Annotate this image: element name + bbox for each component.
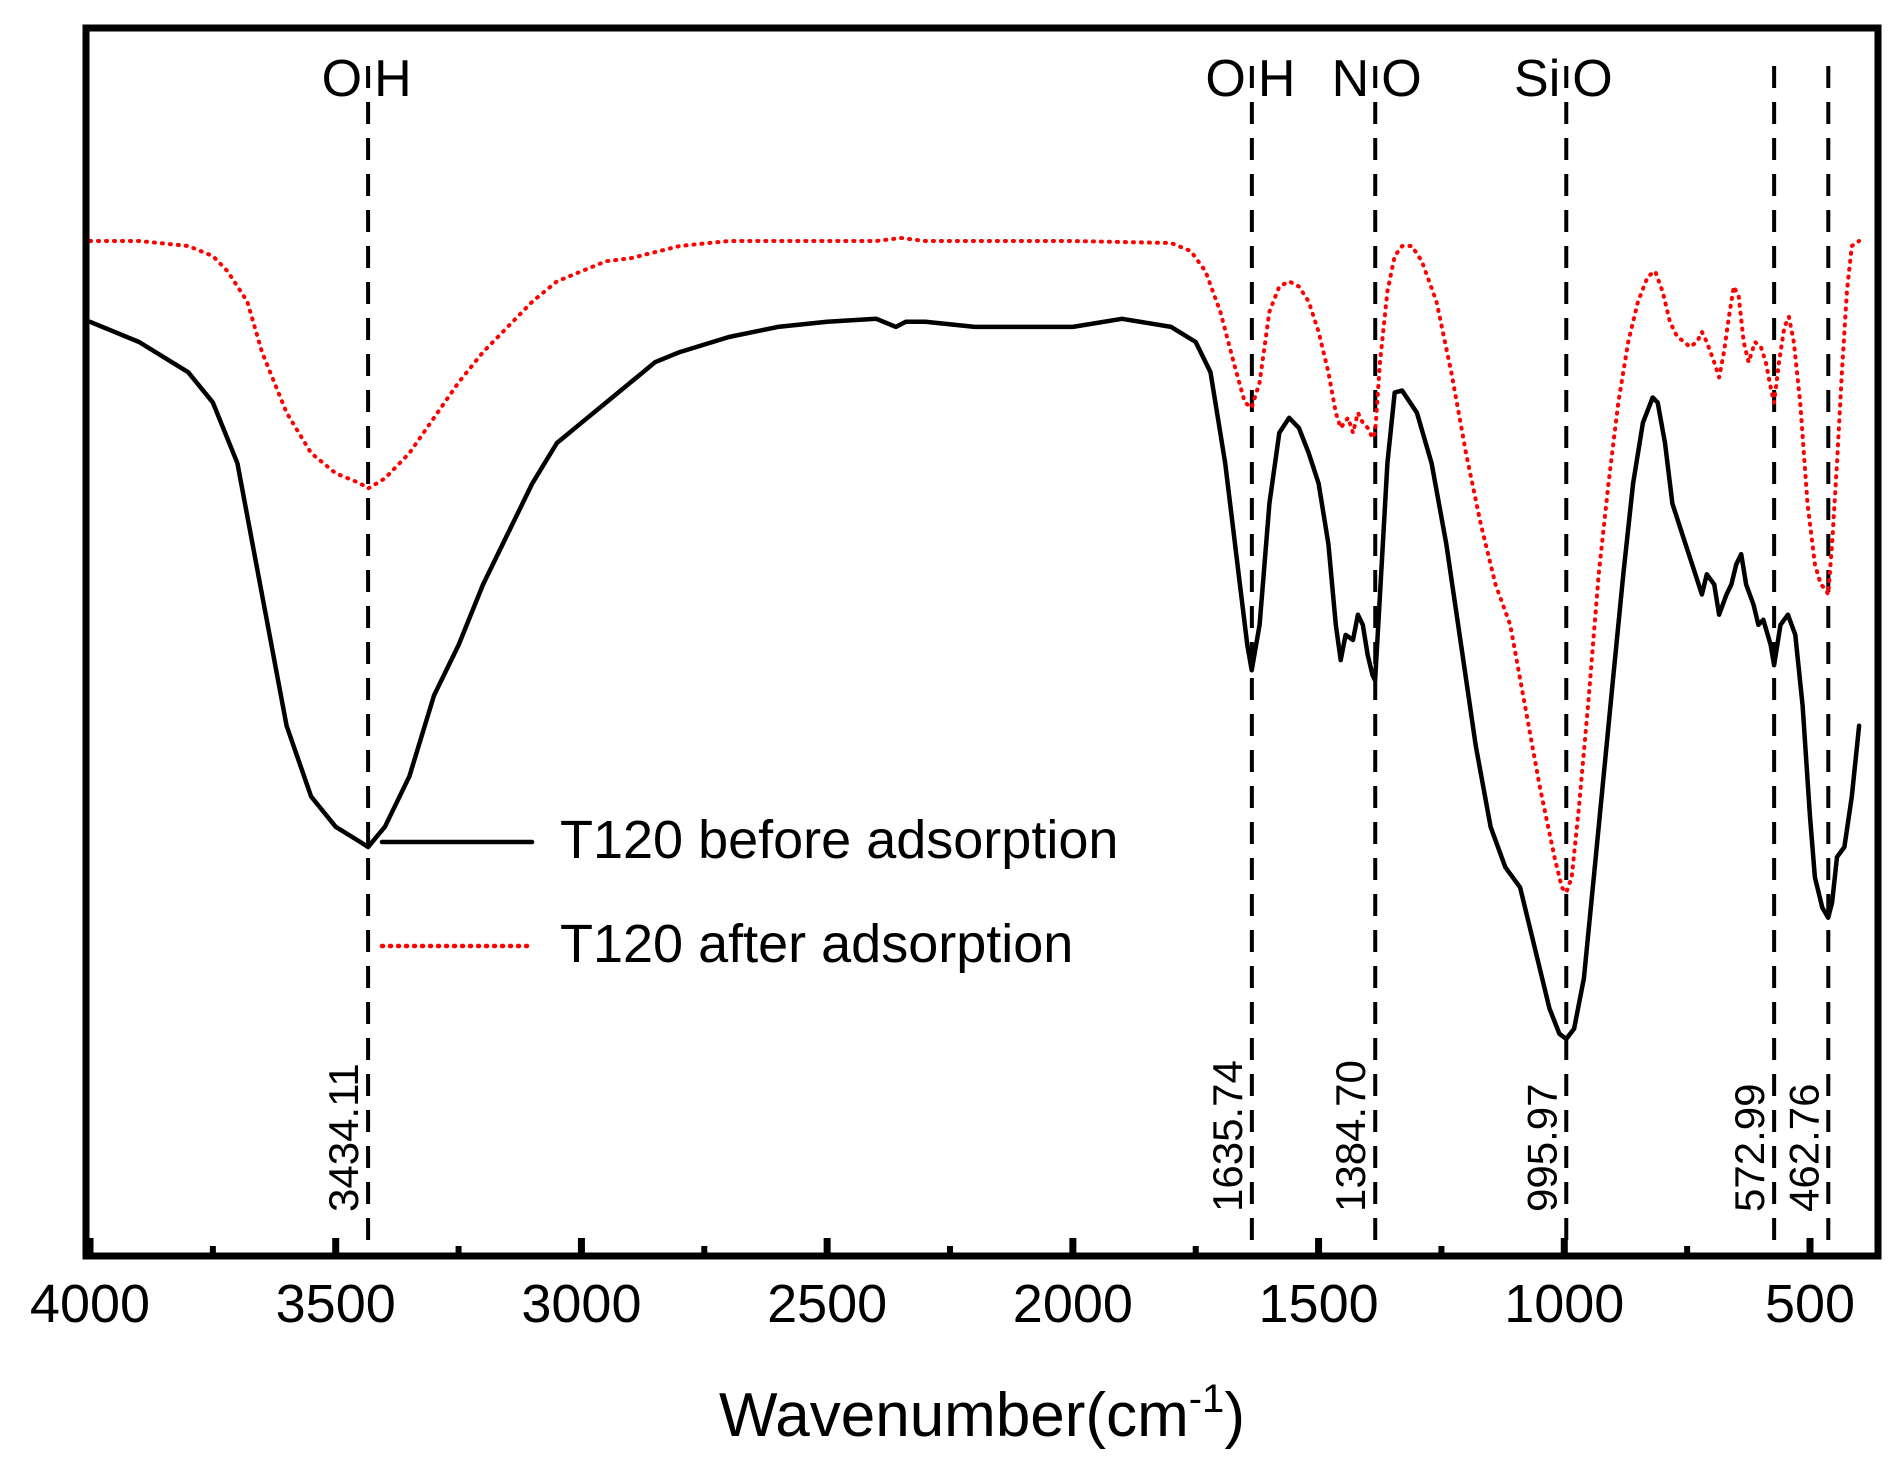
legend: T120 before adsorption T120 after adsorpt… <box>379 810 1118 974</box>
series-line-after-adsorption <box>88 236 1862 895</box>
group-label-right-1: H <box>1258 50 1296 108</box>
x-axis-title-main: Wavenumber(cm <box>719 1381 1189 1450</box>
functional-group-labels: O H O H N O Si O <box>322 50 1613 108</box>
peak-label-462.76: 462.76 <box>1780 1084 1827 1212</box>
legend-label-before: T120 before adsorption <box>560 810 1118 870</box>
group-label-right-3: O <box>1572 50 1612 108</box>
peak-label-3434.11: 3434.11 <box>320 1063 367 1212</box>
plot-frame <box>82 24 1882 1260</box>
x-tick-label-1000: 1000 <box>1504 1274 1624 1334</box>
x-tick-label-1500: 1500 <box>1259 1274 1379 1334</box>
group-label-left-3: Si <box>1514 50 1560 108</box>
x-axis-title-close: ) <box>1224 1381 1245 1450</box>
x-tick-label-3000: 3000 <box>521 1274 641 1334</box>
x-axis-ticks: 4000 3500 3000 2500 2000 1500 1000 500 <box>30 1238 1855 1334</box>
x-axis-title-superscript: -1 <box>1189 1377 1225 1421</box>
x-tick-label-3500: 3500 <box>276 1274 396 1334</box>
group-label-left-2: N <box>1332 50 1370 108</box>
group-label-left-1: O <box>1205 50 1245 108</box>
peak-label-572.99: 572.99 <box>1726 1084 1773 1212</box>
peak-label-1635.74: 1635.74 <box>1204 1060 1251 1212</box>
x-axis-title: Wavenumber(cm-1) <box>719 1377 1245 1450</box>
peak-label-1384.70: 1384.70 <box>1327 1060 1374 1212</box>
peak-value-labels: 3434.11 1635.74 1384.70 995.97 572.99 462.76 <box>320 1060 1827 1212</box>
series-line-before-adsorption <box>87 316 1862 1042</box>
group-label-right-0: H <box>374 50 412 108</box>
peak-label-995.97: 995.97 <box>1518 1084 1565 1212</box>
peak-marker-lines <box>366 66 1831 1256</box>
x-tick-label-4000: 4000 <box>30 1274 150 1334</box>
legend-label-after: T120 after adsorption <box>560 914 1073 974</box>
x-tick-label-500: 500 <box>1765 1274 1855 1334</box>
x-tick-label-2500: 2500 <box>767 1274 887 1334</box>
series-lines <box>87 236 1862 1042</box>
x-tick-label-2000: 2000 <box>1013 1274 1133 1334</box>
group-label-right-2: O <box>1381 50 1421 108</box>
group-label-left-0: O <box>322 50 362 108</box>
